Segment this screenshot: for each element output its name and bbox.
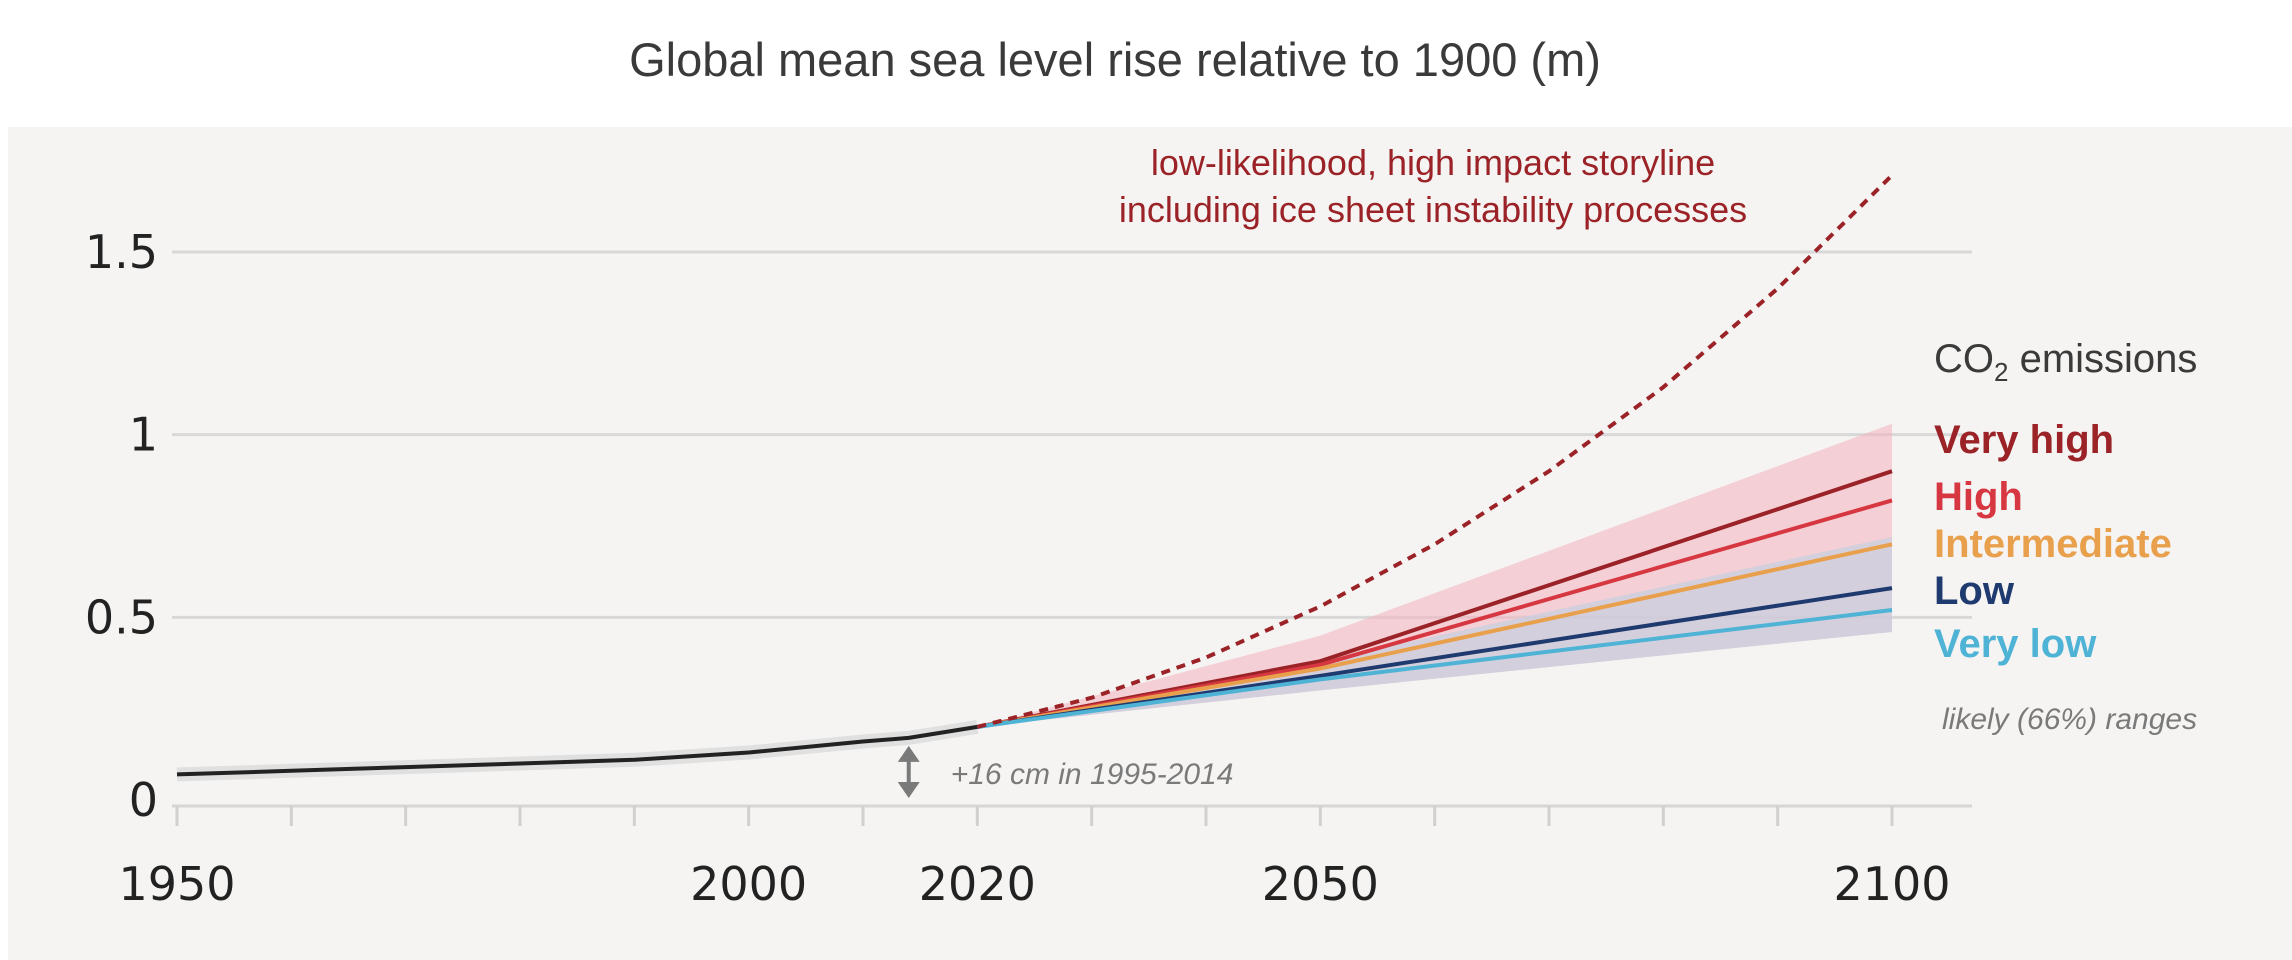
storyline-label: including ice sheet instability processe… <box>1119 189 1747 230</box>
series-line-intermediate <box>976 542 1893 729</box>
storyline-label: low-likelihood, high impact storyline <box>1151 142 1715 183</box>
chart-title: Global mean sea level rise relative to 1… <box>629 33 1601 86</box>
y-tick-label: 0 <box>129 773 158 827</box>
x-tick-label: 2050 <box>1262 857 1379 911</box>
y-tick-label: 1.5 <box>85 225 158 279</box>
legend-entry: High <box>1934 475 2023 519</box>
y-tick-label: 1 <box>129 408 158 462</box>
annotation-arrow <box>897 782 920 798</box>
y-tick-label: 0.5 <box>85 590 158 644</box>
observed-uncertainty <box>176 719 979 782</box>
series-lines <box>176 173 1894 777</box>
x-tick-label: 2000 <box>690 857 807 911</box>
series-line-very-low <box>977 608 1893 729</box>
legend-entry: Intermediate <box>1934 522 2172 566</box>
plot-panel <box>8 127 2292 960</box>
x-tick-label: 2020 <box>919 857 1036 911</box>
legend-entry: Very low <box>1934 622 2097 666</box>
legend-entry: Very high <box>1934 418 2115 462</box>
chart-labels: low-likelihood, high impact storyline inc… <box>897 142 1747 798</box>
x-tick-label: 1950 <box>118 857 235 911</box>
annotation-label: +16 cm in 1995-2014 <box>951 758 1234 791</box>
annotation-arrow <box>897 745 920 762</box>
range-note: likely (66%) ranges <box>1942 703 2198 736</box>
observed-line <box>176 724 978 777</box>
legend-title: CO2 emissions <box>1934 337 2198 387</box>
x-tick-label: 2100 <box>1833 857 1950 911</box>
storyline-dashed-line <box>976 173 1894 729</box>
axes: 1950 2000 2020 2050 2100 0 0.5 1 1.5 <box>85 225 1972 911</box>
legend-entry: Low <box>1934 569 2014 613</box>
